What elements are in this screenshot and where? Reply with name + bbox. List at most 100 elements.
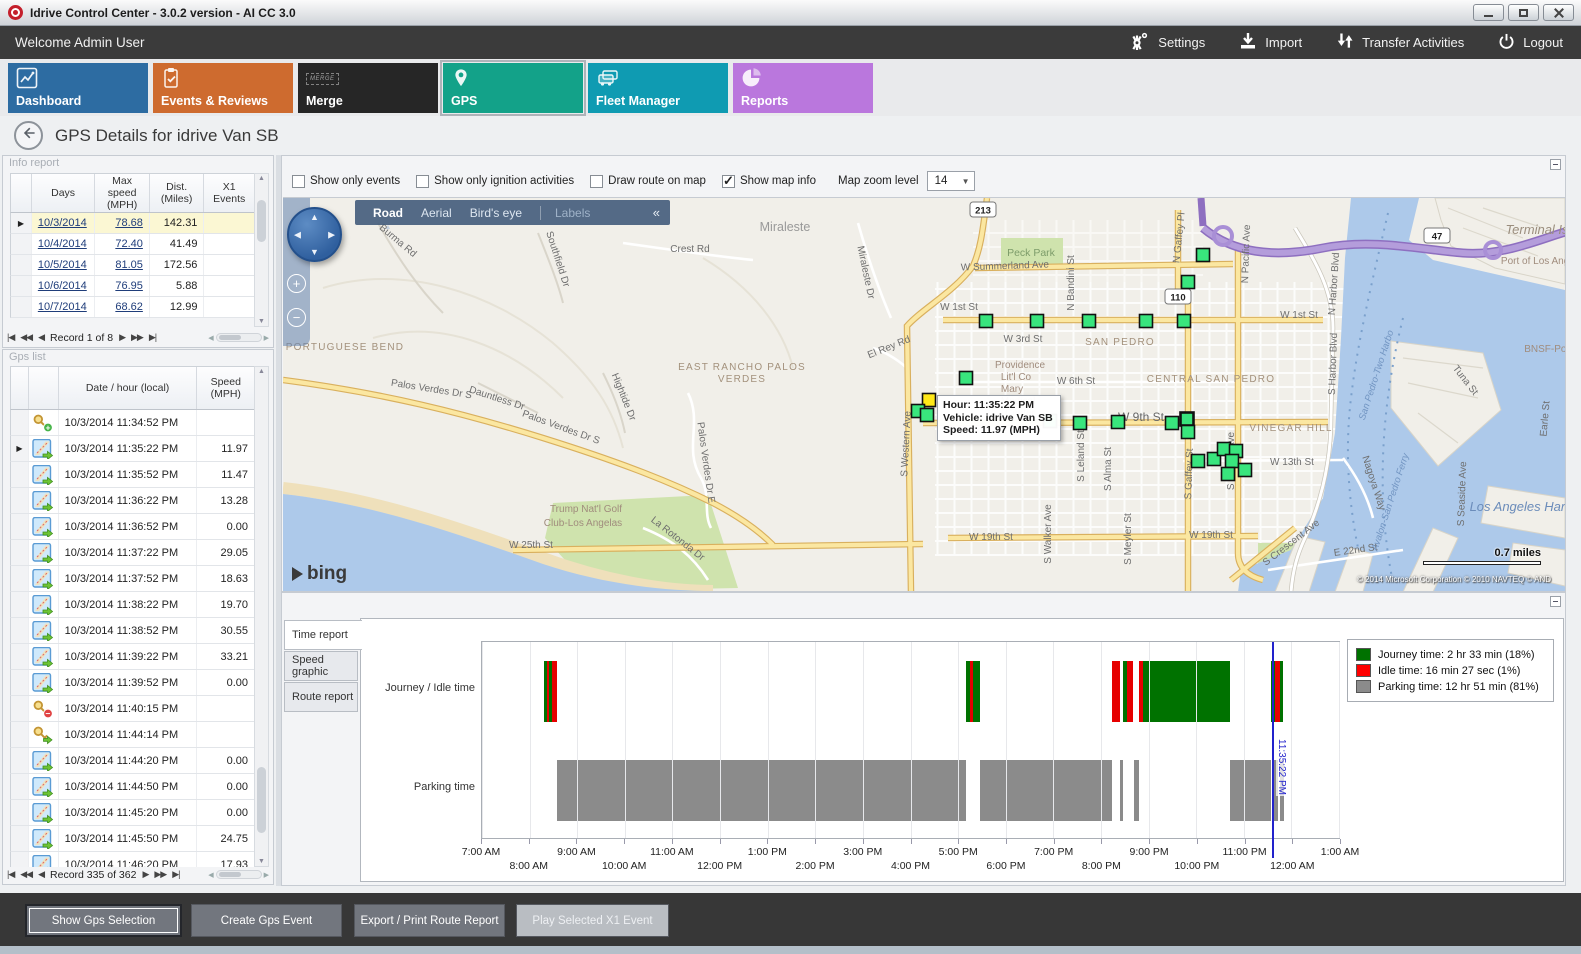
max-speed-link[interactable]: 81.05 bbox=[115, 259, 143, 271]
gps-marker[interactable] bbox=[1112, 416, 1125, 429]
pan-left-icon[interactable]: ◀ bbox=[294, 229, 301, 240]
gps-marker[interactable] bbox=[960, 372, 973, 385]
zoom-out-button[interactable]: − bbox=[287, 308, 306, 327]
gps-list-row[interactable]: 10/3/2014 11:36:22 PM13.28 bbox=[10, 488, 255, 514]
next-record-button[interactable]: ▶ bbox=[119, 332, 125, 343]
info-report-row[interactable]: 10/4/201472.4041.49 bbox=[10, 234, 255, 255]
prev-record-button[interactable]: ◀ bbox=[38, 332, 44, 343]
max-speed-link[interactable]: 78.68 bbox=[115, 217, 143, 229]
info-report-row[interactable]: 10/7/201468.6212.99 bbox=[10, 297, 255, 318]
gps-list-row[interactable]: +10/3/2014 11:34:52 PM bbox=[10, 410, 255, 436]
gps-list-row[interactable]: 10/3/2014 11:45:20 PM0.00 bbox=[10, 800, 255, 826]
map-style-aerial[interactable]: Aerial bbox=[421, 206, 452, 220]
gps-marker[interactable] bbox=[1083, 315, 1096, 328]
gps-marker[interactable] bbox=[1074, 417, 1087, 430]
gps-list-row[interactable]: 10/3/2014 11:44:50 PM0.00 bbox=[10, 774, 255, 800]
logout-button[interactable]: Logout bbox=[1498, 31, 1563, 54]
gps-list-scrollbar[interactable]: ▲▼ bbox=[254, 366, 269, 867]
gps-list-row[interactable]: 10/3/2014 11:37:22 PM29.05 bbox=[10, 540, 255, 566]
gps-marker[interactable] bbox=[921, 409, 934, 422]
checkbox-show-only-events[interactable]: Show only events bbox=[292, 175, 400, 188]
checkbox-draw-route[interactable]: Draw route on map bbox=[590, 175, 706, 188]
checkbox-show-only-ignition[interactable]: Show only ignition activities bbox=[416, 175, 574, 188]
create-gps-event-button[interactable]: Create Gps Event bbox=[191, 904, 342, 937]
transfer-activities-button[interactable]: Transfer Activities bbox=[1336, 31, 1464, 54]
max-speed-link[interactable]: 72.40 bbox=[115, 238, 143, 250]
day-link[interactable]: 10/4/2014 bbox=[38, 238, 87, 250]
settings-button[interactable]: Settings bbox=[1130, 31, 1205, 54]
gps-list-row[interactable]: 10/3/2014 11:37:52 PM18.63 bbox=[10, 566, 255, 592]
day-link[interactable]: 10/5/2014 bbox=[38, 259, 87, 271]
show-gps-selection-button[interactable]: Show Gps Selection bbox=[25, 904, 182, 937]
play-selected-x1-event-button[interactable]: Play Selected X1 Event bbox=[516, 904, 669, 937]
gps-list-row[interactable]: 10/3/2014 11:38:22 PM19.70 bbox=[10, 592, 255, 618]
gps-list-row[interactable]: 10/3/2014 11:39:52 PM0.00 bbox=[10, 670, 255, 696]
collapse-panel-button[interactable] bbox=[1550, 596, 1561, 607]
checkbox-show-map-info[interactable]: Show map info bbox=[722, 175, 816, 188]
day-link[interactable]: 10/6/2014 bbox=[38, 280, 87, 292]
tab-reports[interactable]: Reports bbox=[733, 63, 873, 113]
max-speed-link[interactable]: 76.95 bbox=[115, 280, 143, 292]
gps-marker[interactable] bbox=[1140, 315, 1153, 328]
compass-control[interactable]: ▲ ▼ ◀ ▶ bbox=[287, 207, 342, 262]
day-link[interactable]: 10/3/2014 bbox=[38, 217, 87, 229]
tab-merge[interactable]: MERGE Merge bbox=[298, 63, 438, 113]
prev-page-button[interactable]: ◀◀ bbox=[20, 869, 32, 880]
gps-list-row[interactable]: 10/3/2014 11:38:52 PM30.55 bbox=[10, 618, 255, 644]
gps-marker[interactable] bbox=[1218, 443, 1231, 456]
tab-dashboard[interactable]: Dashboard bbox=[8, 63, 148, 113]
gps-list-row[interactable]: 10/3/2014 11:35:52 PM11.47 bbox=[10, 462, 255, 488]
last-record-button[interactable]: ▶| bbox=[149, 332, 156, 343]
info-report-row[interactable]: 10/6/201476.955.88 bbox=[10, 276, 255, 297]
close-button[interactable] bbox=[1543, 4, 1574, 21]
prev-page-button[interactable]: ◀◀ bbox=[20, 332, 32, 343]
gps-marker[interactable] bbox=[1166, 417, 1179, 430]
checkbox-icon[interactable] bbox=[722, 175, 735, 188]
gps-list-row[interactable]: ▶10/3/2014 11:35:22 PM11.97 bbox=[10, 436, 255, 462]
next-page-button[interactable]: ▶▶ bbox=[131, 332, 143, 343]
day-link[interactable]: 10/7/2014 bbox=[38, 301, 87, 313]
collapse-map-bar-button[interactable]: « bbox=[653, 205, 660, 220]
gps-marker[interactable] bbox=[1182, 276, 1195, 289]
tab-gps[interactable]: GPS bbox=[443, 63, 583, 113]
export-print-route-report-button[interactable]: Export / Print Route Report bbox=[354, 904, 505, 937]
back-button[interactable] bbox=[14, 121, 43, 150]
horizontal-scrollbar[interactable]: ◀▶ bbox=[208, 870, 269, 879]
next-record-button[interactable]: ▶ bbox=[142, 869, 148, 880]
horizontal-scrollbar[interactable]: ◀▶ bbox=[208, 333, 269, 342]
gps-list-row[interactable]: 10/3/2014 11:44:20 PM0.00 bbox=[10, 748, 255, 774]
info-report-row[interactable]: ▶10/3/201478.68142.31 bbox=[10, 213, 255, 234]
gps-list-row[interactable]: 10/3/2014 11:45:50 PM24.75 bbox=[10, 826, 255, 852]
gps-list-row[interactable]: 10/3/2014 11:39:22 PM33.21 bbox=[10, 644, 255, 670]
next-page-button[interactable]: ▶▶ bbox=[154, 869, 166, 880]
checkbox-icon[interactable] bbox=[416, 175, 429, 188]
gps-marker[interactable] bbox=[1197, 249, 1210, 262]
gps-marker[interactable] bbox=[1222, 468, 1235, 481]
map-style-labels[interactable]: Labels bbox=[540, 206, 590, 220]
gps-marker[interactable] bbox=[1178, 315, 1191, 328]
info-report-scrollbar[interactable]: ▲▼ bbox=[254, 173, 269, 327]
map-zoom-select[interactable]: 14 ▼ bbox=[927, 171, 975, 191]
checkbox-icon[interactable] bbox=[292, 175, 305, 188]
collapse-panel-button[interactable] bbox=[1550, 159, 1561, 170]
maximize-button[interactable] bbox=[1508, 4, 1539, 21]
gps-list-row[interactable]: −10/3/2014 11:40:15 PM bbox=[10, 696, 255, 722]
tab-fleet-manager[interactable]: Fleet Manager bbox=[588, 63, 728, 113]
tab-time-report[interactable]: Time report bbox=[284, 620, 362, 650]
gps-list-row[interactable]: 10/3/2014 11:46:20 PM17.93 bbox=[10, 852, 255, 867]
max-speed-link[interactable]: 68.62 bbox=[115, 301, 143, 313]
map-style-road[interactable]: Road bbox=[373, 206, 403, 220]
gps-list-row[interactable]: 10/3/2014 11:36:52 PM0.00 bbox=[10, 514, 255, 540]
gps-marker[interactable] bbox=[1182, 426, 1195, 439]
map-style-birdseye[interactable]: Bird's eye bbox=[470, 206, 522, 220]
gps-marker[interactable] bbox=[1181, 413, 1194, 426]
checkbox-icon[interactable] bbox=[590, 175, 603, 188]
first-record-button[interactable]: |◀ bbox=[7, 332, 14, 343]
gps-marker[interactable] bbox=[1192, 455, 1205, 468]
first-record-button[interactable]: |◀ bbox=[7, 869, 14, 880]
prev-record-button[interactable]: ◀ bbox=[38, 869, 44, 880]
gps-list-row[interactable]: 10/3/2014 11:44:14 PM bbox=[10, 722, 255, 748]
map-canvas[interactable]: MiralestePeck ParkW Summerland AveCrest … bbox=[283, 197, 1565, 591]
gps-marker[interactable] bbox=[1239, 464, 1252, 477]
gps-marker[interactable] bbox=[980, 315, 993, 328]
